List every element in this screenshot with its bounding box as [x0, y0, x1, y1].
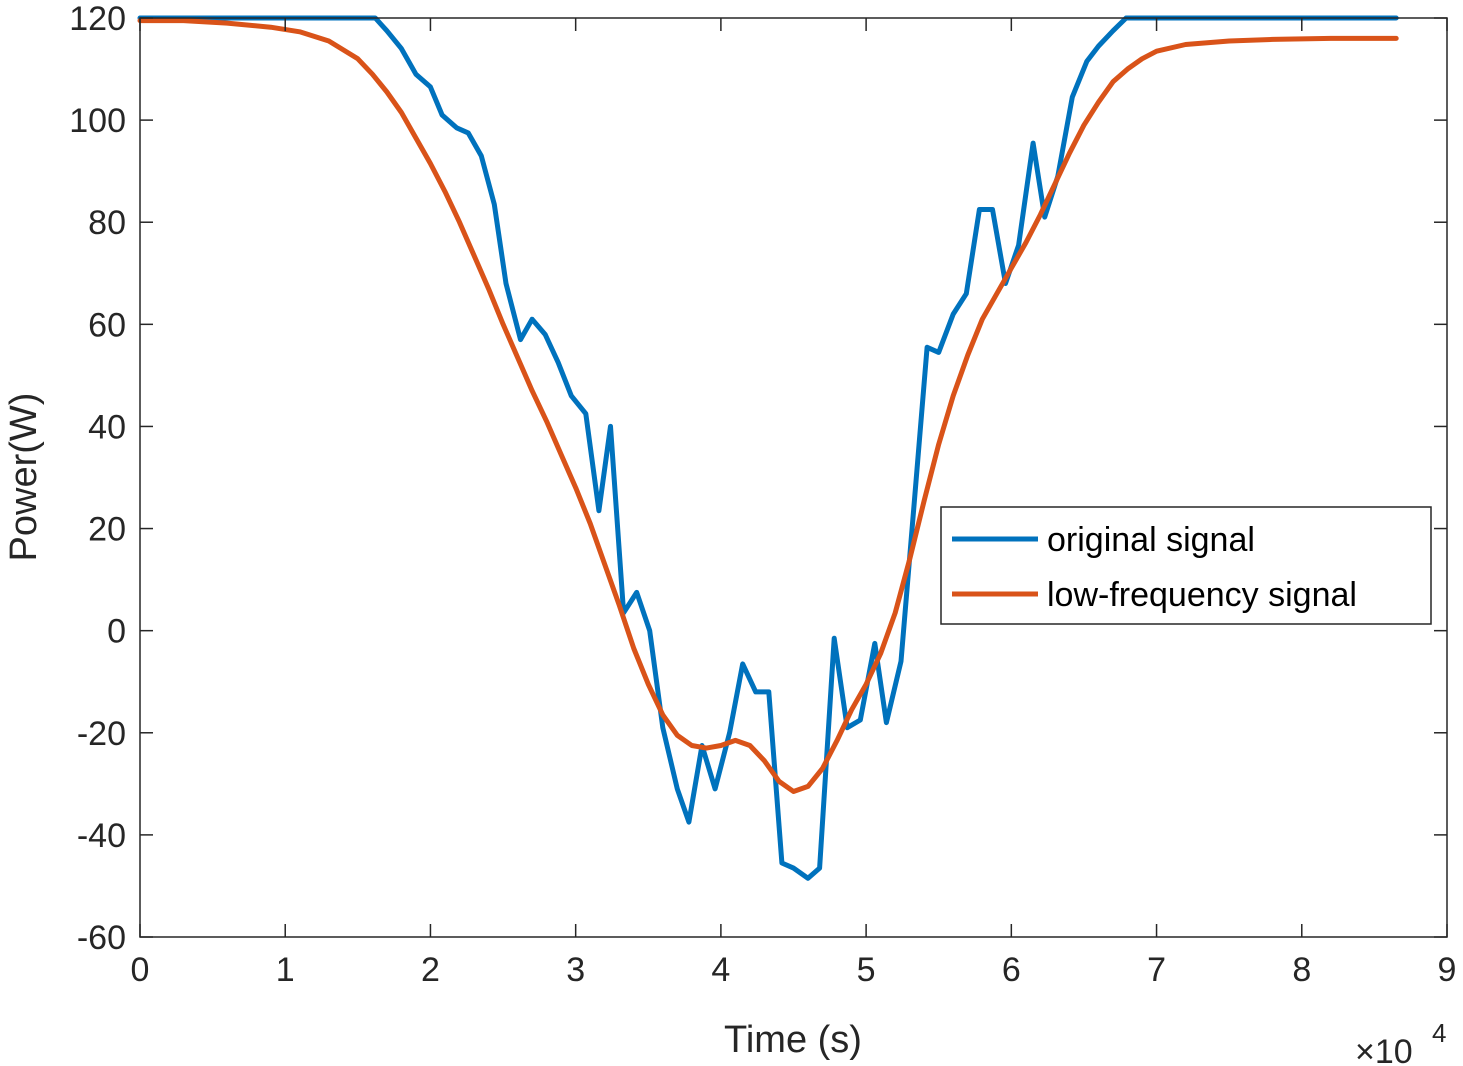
x-axis-label: Time (s) — [724, 1019, 862, 1061]
x-tick-label: 0 — [131, 951, 150, 989]
y-tick-label: -20 — [77, 715, 126, 753]
y-axis-label: Power(W) — [3, 393, 45, 562]
x-tick-label: 5 — [857, 951, 876, 989]
x-tick-label: 9 — [1438, 951, 1457, 989]
plot-background — [140, 18, 1447, 937]
legend-box — [940, 506, 1432, 625]
axes-layer — [139, 17, 1448, 938]
x-tick-label: 1 — [276, 951, 295, 989]
legend-label-original: original signal — [1047, 521, 1255, 559]
y-tick-label: 60 — [88, 306, 126, 344]
y-tick-label: 100 — [69, 102, 126, 140]
y-tick-label: 80 — [88, 204, 126, 242]
y-tick-label: 120 — [69, 0, 126, 38]
series-line-1 — [137, 18, 1399, 794]
x-tick-label: 3 — [566, 951, 585, 989]
y-tick-label: -60 — [77, 919, 126, 957]
series-layer — [137, 15, 1399, 881]
y-tick-label: 20 — [88, 511, 126, 549]
legend: original signal low-frequency signal — [940, 506, 1432, 625]
y-tick-label: -40 — [77, 817, 126, 855]
x-multiplier-exponent: 4 — [1432, 1018, 1446, 1048]
y-tick-label: 40 — [88, 408, 126, 446]
legend-label-low-frequency: low-frequency signal — [1047, 576, 1357, 614]
x-tick-label: 4 — [711, 951, 730, 989]
x-tick-label: 7 — [1147, 951, 1166, 989]
plot-area — [140, 18, 1447, 937]
x-tick-label: 6 — [1002, 951, 1021, 989]
x-tick-label: 8 — [1292, 951, 1311, 989]
axes-box — [139, 17, 1448, 938]
y-tick-label: 0 — [107, 613, 126, 651]
x-tick-label: 2 — [421, 951, 440, 989]
x-multiplier-label: ×10 — [1355, 1033, 1413, 1066]
ticks-layer: 0 1 2 3 4 5 6 7 8 9 -60 -40 -20 0 20 40 60 80 100 120 — [69, 0, 1456, 989]
